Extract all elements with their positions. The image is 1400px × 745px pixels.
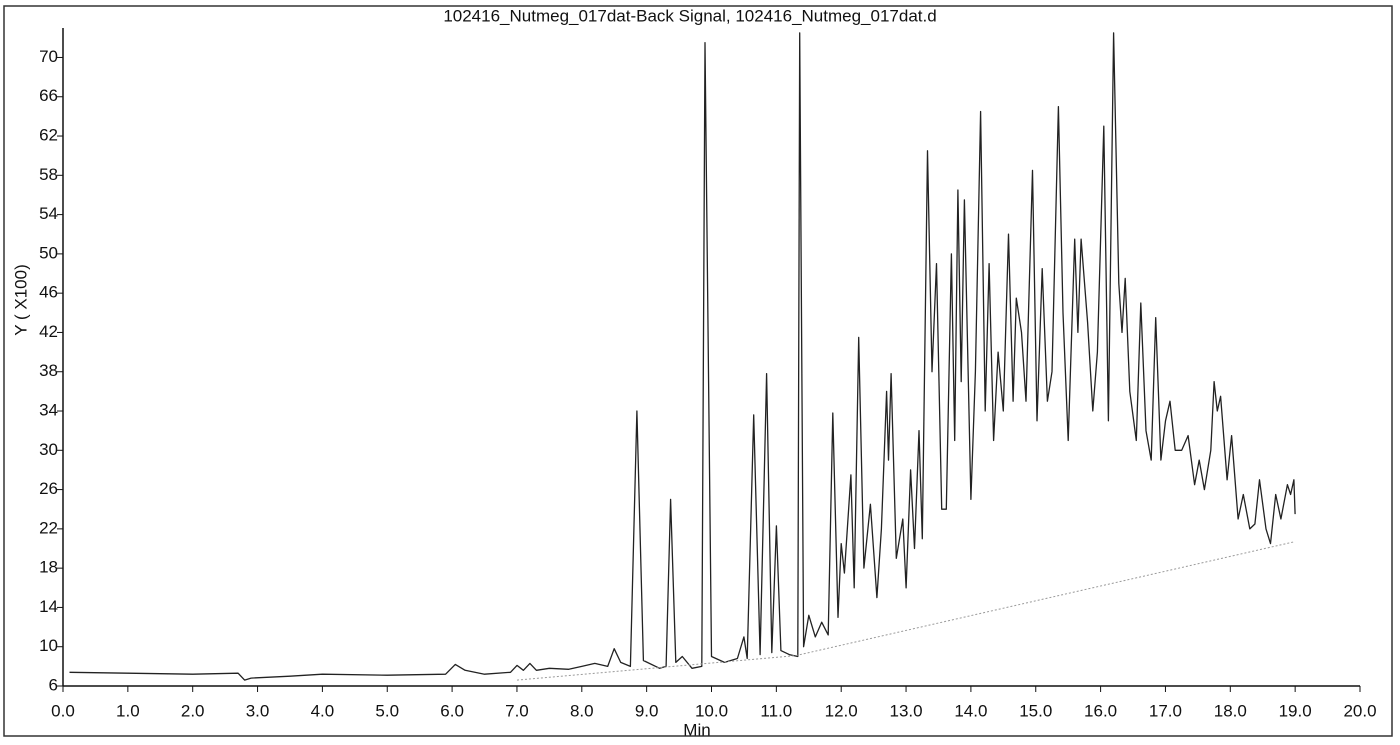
x-tick-label: 0.0 [51,701,75,720]
x-tick-label: 14.0 [954,701,987,720]
y-axis-label: Y ( X100) [11,264,30,336]
x-tick-label: 4.0 [311,701,335,720]
x-tick-label: 6.0 [440,701,464,720]
x-tick-label: 11.0 [760,701,792,720]
frame [3,5,1393,737]
y-tick-label: 10 [39,636,58,655]
chart-title: 102416_Nutmeg_017dat-Back Signal, 102416… [443,6,936,25]
y-tick-label: 42 [39,322,58,341]
x-tick-label: 16.0 [1084,701,1117,720]
y-tick-label: 66 [39,86,58,105]
x-axis-label: Min [683,720,710,739]
x-tick-label: 1.0 [116,701,140,720]
y-tick-label: 30 [39,440,58,459]
x-tick-label: 18.0 [1214,701,1247,720]
x-tick-label: 2.0 [181,701,205,720]
y-tick-label: 6 [49,675,58,694]
x-tick-label: 10.0 [695,701,728,720]
x-tick-label: 8.0 [570,701,594,720]
y-tick-label: 70 [39,47,58,66]
x-tick-label: 13.0 [890,701,923,720]
y-tick-label: 18 [39,558,58,577]
signal-line [69,32,1296,681]
y-tick-label: 14 [39,597,58,616]
y-tick-label: 50 [39,243,58,262]
x-tick-label: 12.0 [825,701,858,720]
y-tick-label: 46 [39,283,58,302]
x-tick-label: 5.0 [375,701,399,720]
y-tick-label: 26 [39,479,58,498]
y-tick-label: 34 [39,400,58,419]
y-tick-label: 38 [39,361,58,380]
y-tick-label: 54 [39,204,58,223]
y-tick-label: 22 [39,518,58,537]
y-tick-label: 58 [39,165,58,184]
signal-line [516,541,1296,681]
y-tick-label: 62 [39,126,58,145]
x-tick-label: 7.0 [505,701,529,720]
x-tick-label: 20.0 [1343,701,1376,720]
x-tick-label: 9.0 [635,701,659,720]
x-tick-label: 3.0 [246,701,270,720]
x-tick-label: 15.0 [1019,701,1052,720]
x-tick-label: 19.0 [1279,701,1312,720]
x-tick-label: 17.0 [1149,701,1182,720]
